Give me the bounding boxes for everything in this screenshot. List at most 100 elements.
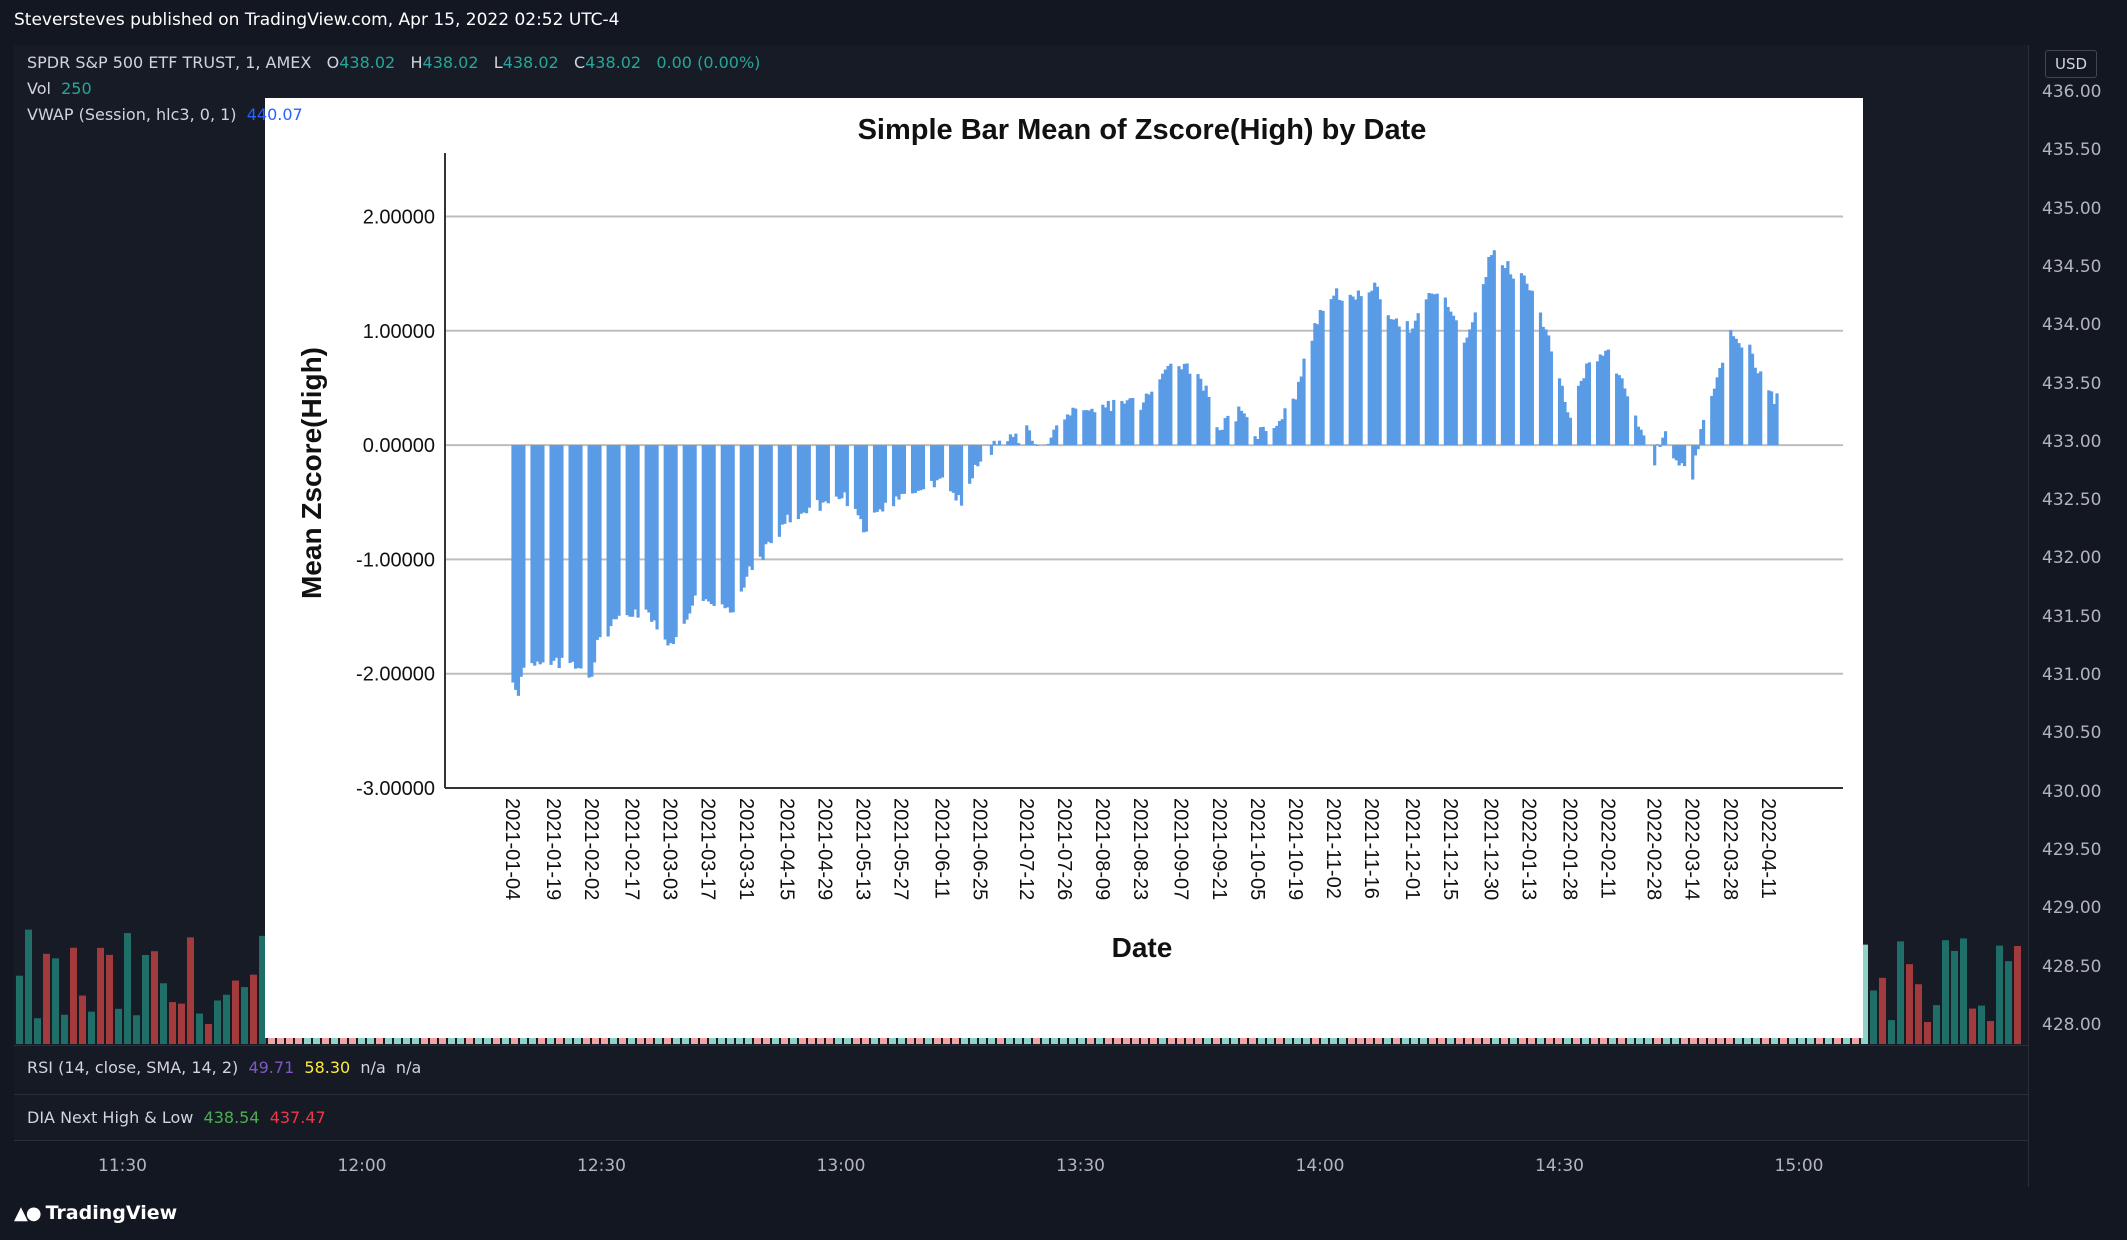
chart-title: Simple Bar Mean of Zscore(High) by Date bbox=[858, 114, 1427, 146]
pane-separator[interactable] bbox=[14, 1045, 2028, 1046]
chart-bar bbox=[758, 445, 762, 557]
vwap-legend[interactable]: VWAP (Session, hlc3, 0, 1) 440.07 bbox=[27, 105, 303, 124]
symbol-name[interactable]: SPDR S&P 500 ETF TRUST, 1, AMEX bbox=[27, 53, 312, 72]
chart-bar bbox=[1487, 256, 1491, 446]
chart-bar bbox=[1617, 375, 1621, 446]
volume-bar bbox=[106, 954, 113, 1044]
chart-bar bbox=[1087, 410, 1091, 446]
chart-bar bbox=[1296, 381, 1301, 446]
time-tick-label: 11:30 bbox=[98, 1156, 147, 1176]
chart-bar bbox=[1544, 329, 1548, 446]
chart-bar bbox=[1525, 283, 1529, 446]
chart-bar bbox=[647, 445, 651, 613]
volume-bar bbox=[196, 1013, 203, 1044]
chart-bar bbox=[1084, 410, 1089, 446]
volume-bar bbox=[1870, 990, 1877, 1044]
chart-bar bbox=[897, 445, 901, 500]
y-tick-label: -1.00000 bbox=[356, 549, 435, 571]
volume-bar bbox=[88, 1011, 95, 1044]
chart-bar bbox=[1655, 444, 1659, 446]
chart-bar bbox=[1748, 344, 1752, 446]
chart-bar bbox=[731, 445, 735, 613]
chart-bar bbox=[576, 445, 580, 668]
chart-bar bbox=[1337, 299, 1341, 446]
rsi-legend[interactable]: RSI (14, close, SMA, 14, 2) 49.71 58.30 … bbox=[27, 1058, 421, 1077]
chart-bar bbox=[1074, 408, 1078, 446]
volume-bar bbox=[133, 1015, 140, 1044]
x-tick-label: 2022-02-11 bbox=[1596, 798, 1618, 899]
rsi-pane[interactable] bbox=[14, 1046, 2028, 1094]
chart-bar bbox=[845, 445, 849, 507]
chart-bar bbox=[1207, 396, 1211, 446]
price-scale[interactable] bbox=[2028, 45, 2109, 1045]
chart-bar bbox=[688, 445, 692, 614]
chart-bar bbox=[1715, 377, 1719, 446]
x-tick-label: 2021-11-16 bbox=[1360, 798, 1382, 899]
x-tick-label: 2021-10-19 bbox=[1284, 798, 1306, 900]
tradingview-logo[interactable]: ▲● TradingView bbox=[14, 1202, 177, 1224]
x-tick-label: 2022-03-28 bbox=[1719, 798, 1741, 900]
chart-bar bbox=[970, 445, 974, 479]
chart-bar bbox=[1582, 378, 1586, 446]
chart-bar bbox=[1150, 391, 1154, 446]
chart-bar bbox=[1587, 362, 1592, 446]
open-value: 438.02 bbox=[339, 53, 396, 72]
volume-bar bbox=[25, 929, 32, 1044]
high-value: 438.02 bbox=[422, 53, 479, 72]
chart-bar bbox=[631, 445, 635, 617]
time-axis[interactable] bbox=[14, 1140, 2028, 1188]
chart-bar bbox=[685, 445, 689, 620]
chart-bar bbox=[1702, 419, 1706, 446]
chart-bar bbox=[538, 445, 542, 665]
volume-bar bbox=[1951, 950, 1958, 1044]
chart-bar bbox=[557, 445, 561, 669]
volume-label[interactable]: Vol bbox=[27, 79, 51, 98]
price-tick-label: 432.50 bbox=[2042, 490, 2102, 511]
chart-bar bbox=[878, 445, 882, 510]
vwap-label[interactable]: VWAP (Session, hlc3, 0, 1) bbox=[27, 105, 237, 124]
dia-label[interactable]: DIA Next High & Low bbox=[27, 1108, 194, 1127]
chart-bar bbox=[669, 445, 673, 643]
volume-legend[interactable]: Vol 250 bbox=[27, 79, 92, 98]
time-tick-label: 14:30 bbox=[1535, 1156, 1584, 1176]
chart-bar bbox=[590, 445, 594, 677]
symbol-legend[interactable]: SPDR S&P 500 ETF TRUST, 1, AMEX O438.02 … bbox=[27, 53, 760, 72]
dia-pane[interactable] bbox=[14, 1095, 2028, 1140]
volume-bar bbox=[1897, 941, 1904, 1044]
time-tick-label: 12:30 bbox=[577, 1156, 626, 1176]
chart-bar bbox=[541, 445, 545, 663]
chart-bar bbox=[728, 445, 733, 613]
volume-bar bbox=[259, 935, 266, 1044]
chart-bar bbox=[1454, 320, 1458, 446]
chart-bar bbox=[1169, 363, 1173, 446]
chart-bar bbox=[1158, 379, 1162, 446]
chart-bar bbox=[1335, 288, 1339, 446]
chart-bar bbox=[1196, 374, 1200, 446]
y-tick-label: 1.00000 bbox=[363, 321, 435, 343]
chart-bar bbox=[1557, 378, 1562, 446]
chart-bar bbox=[1299, 376, 1303, 446]
chart-bar bbox=[954, 445, 958, 501]
rsi-label[interactable]: RSI (14, close, SMA, 14, 2) bbox=[27, 1058, 239, 1077]
chart-bar bbox=[701, 445, 705, 601]
chart-bar bbox=[1199, 378, 1203, 446]
price-tick-label: 430.50 bbox=[2042, 723, 2102, 744]
chart-bar bbox=[1446, 306, 1450, 446]
chart-bar bbox=[1226, 415, 1230, 446]
dia-legend[interactable]: DIA Next High & Low 438.54 437.47 bbox=[27, 1108, 326, 1127]
time-tick-label: 15:00 bbox=[1774, 1156, 1824, 1176]
chart-bar bbox=[573, 445, 578, 669]
price-tick-label: 434.50 bbox=[2042, 256, 2102, 277]
x-tick-label: 2021-11-02 bbox=[1322, 798, 1344, 899]
chart-bar bbox=[514, 445, 518, 690]
volume-bar bbox=[1960, 938, 1967, 1044]
chart-bar bbox=[1093, 412, 1097, 446]
pane-separator[interactable] bbox=[14, 1094, 2028, 1095]
chart-bar bbox=[856, 445, 860, 516]
y-axis-title: Mean Zscore(High) bbox=[296, 347, 327, 599]
chart-bar bbox=[1128, 398, 1132, 446]
chart-bar bbox=[802, 445, 806, 513]
chart-bar bbox=[1435, 293, 1439, 446]
currency-button[interactable]: USD bbox=[2045, 50, 2097, 78]
y-tick-label: -3.00000 bbox=[356, 778, 435, 800]
